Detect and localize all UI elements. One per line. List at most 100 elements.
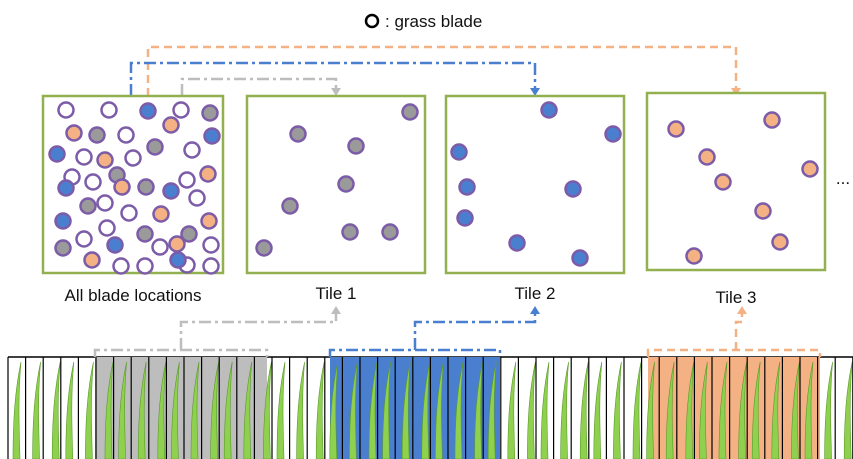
- grass-blade-dot: [763, 111, 781, 129]
- grass-blade-dot: [401, 103, 419, 121]
- blade: [85, 361, 94, 459]
- blade: [718, 361, 728, 459]
- blades: [7, 357, 853, 459]
- grass-blade-dot: [450, 143, 468, 161]
- grass-blade-dot: [54, 239, 72, 257]
- blade: [527, 361, 536, 459]
- grass-blade-dot: [604, 125, 622, 143]
- blade: [507, 361, 517, 459]
- grass-blade-dot: [113, 178, 131, 196]
- blade: [435, 361, 444, 459]
- orange-bracket: [646, 312, 822, 357]
- blue-bracket: [328, 312, 537, 357]
- grass-blade-dot: [564, 180, 582, 198]
- blade: [843, 361, 853, 459]
- grass-blade-dot: [508, 234, 526, 252]
- panel-box: [245, 94, 427, 275]
- grass-blade-dot: [801, 160, 819, 178]
- blade: [738, 361, 747, 459]
- blade: [665, 361, 675, 459]
- blade: [210, 361, 219, 459]
- grass-blade-dot: [188, 189, 206, 207]
- panel-label: Tile 3: [716, 288, 757, 307]
- grass-blade-dot: [106, 236, 124, 254]
- blade: [243, 361, 253, 459]
- grass-blade-dot: [178, 171, 196, 189]
- grass-blade-dot: [180, 225, 198, 243]
- grass-blade-dot: [771, 233, 789, 251]
- grass-blade-dot: [139, 102, 157, 120]
- arrowhead: [530, 306, 540, 314]
- grass-blade-dot: [169, 251, 187, 269]
- grass-blade-dot: [337, 175, 355, 193]
- grass-blade-dot: [571, 249, 589, 267]
- blade: [382, 361, 391, 459]
- grass-blade-dot: [100, 101, 118, 119]
- blade: [157, 361, 167, 459]
- grass-blade-dot: [48, 145, 66, 163]
- blade: [315, 361, 325, 459]
- blade: [824, 361, 833, 459]
- blade: [474, 361, 483, 459]
- blade: [401, 361, 411, 459]
- blade: [540, 361, 550, 459]
- blade: [791, 361, 800, 459]
- blade: [137, 361, 147, 459]
- grass-blade-dot: [168, 235, 186, 253]
- grass-blade-dot: [199, 165, 217, 183]
- blade: [65, 361, 75, 459]
- panel-label: All blade locations: [64, 286, 201, 305]
- grass-blade-dot: [458, 178, 476, 196]
- blade: [104, 361, 114, 459]
- panel-label: Tile 1: [316, 284, 357, 303]
- blade: [751, 361, 761, 459]
- blade: [632, 361, 642, 459]
- grass-blade-dot: [117, 126, 135, 144]
- grass-blade-dot: [83, 251, 101, 269]
- blade: [263, 361, 272, 459]
- arrowhead: [530, 88, 540, 96]
- blade: [276, 361, 286, 459]
- blade: [487, 361, 497, 459]
- orange-connector: [146, 45, 738, 96]
- grass-blade-dot: [146, 138, 164, 156]
- grass-blade-dot: [54, 212, 72, 230]
- grass-blade-dot: [667, 120, 685, 138]
- grass-blade-dot: [136, 225, 154, 243]
- blue-range: [330, 357, 500, 459]
- legend-symbol: [364, 13, 380, 29]
- grass-blade-dot: [124, 149, 142, 167]
- grass-blade-dot: [381, 223, 399, 241]
- arrowhead: [331, 306, 341, 314]
- grass-blade-dot: [347, 137, 365, 155]
- blade-dots: [48, 101, 819, 275]
- blade: [349, 361, 358, 459]
- grass-blade-dot: [57, 179, 75, 197]
- grass-blade-dot: [96, 194, 114, 212]
- grass-blade-dot: [754, 202, 772, 220]
- blade: [329, 361, 339, 459]
- grass-blade-dot: [88, 126, 106, 144]
- grass-blade-dot: [162, 116, 180, 134]
- blade: [560, 361, 569, 459]
- grass-blade-dot: [255, 239, 273, 257]
- grass-blade-dot: [79, 197, 97, 215]
- blade: [368, 361, 378, 459]
- blade: [613, 361, 622, 459]
- blade: [223, 361, 233, 459]
- blade: [51, 361, 61, 459]
- gray-bracket: [93, 312, 338, 357]
- blade: [685, 361, 695, 459]
- grass-blade-dot: [200, 212, 218, 230]
- blade: [296, 361, 305, 459]
- grass-blade-dot: [137, 178, 155, 196]
- blade: [171, 361, 180, 459]
- grass-blade-dot: [57, 101, 75, 119]
- grass-blade-dot: [289, 125, 307, 143]
- grass-blade-dot: [75, 148, 93, 166]
- grass-blade-dot: [202, 257, 220, 275]
- ellipsis: ...: [836, 169, 850, 188]
- grass-blade-dot: [202, 236, 220, 254]
- blade: [32, 361, 41, 459]
